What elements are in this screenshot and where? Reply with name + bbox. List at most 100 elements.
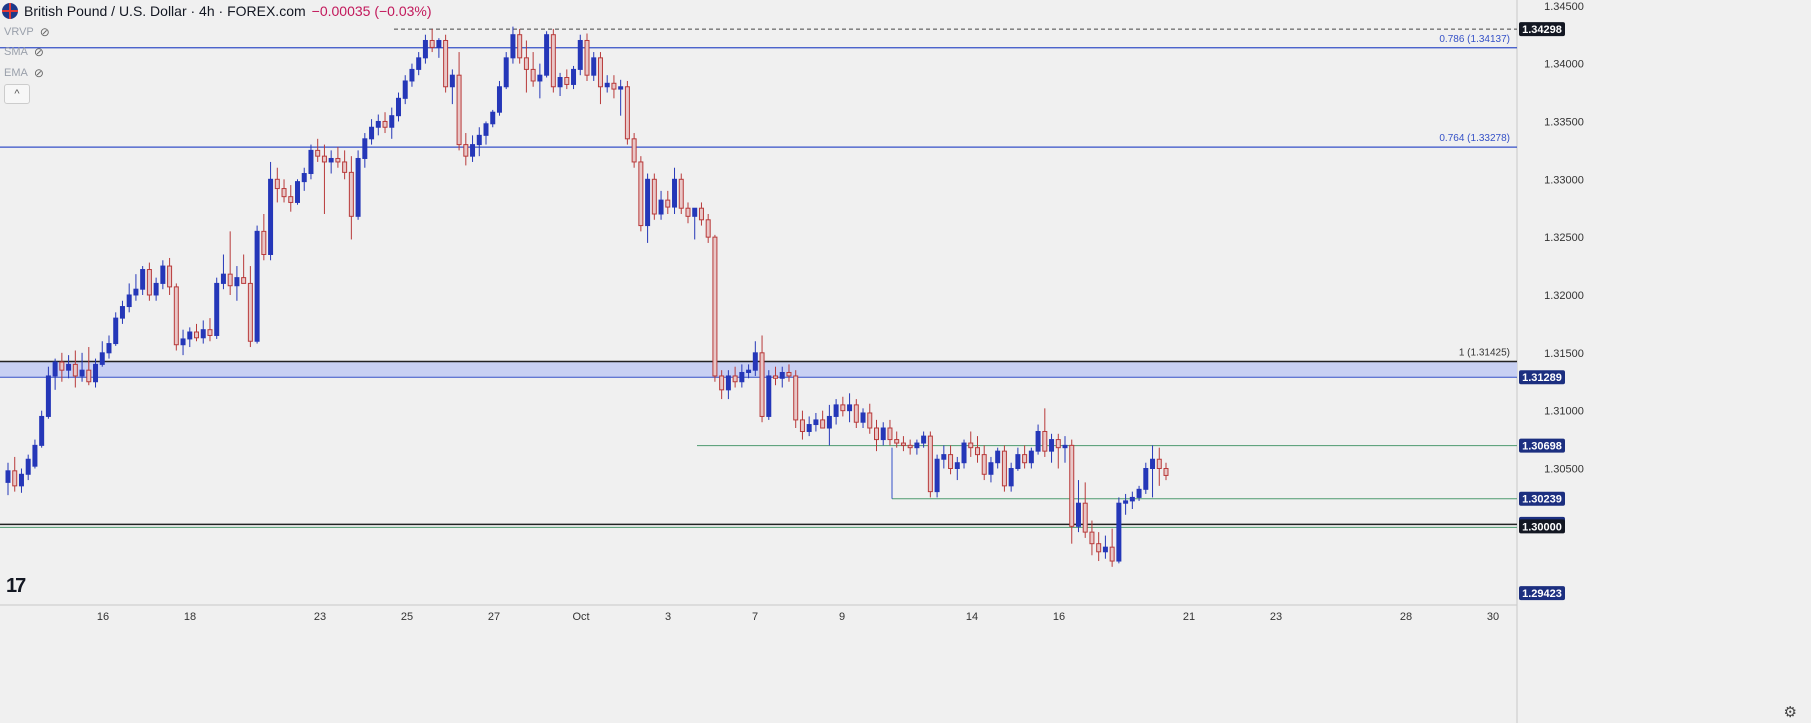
candle [860, 408, 866, 429]
candle [1075, 480, 1081, 533]
candle-body [537, 74, 543, 82]
candle-body [705, 219, 711, 238]
candle-body [355, 157, 361, 217]
candle-body [375, 120, 381, 128]
candle-body [153, 282, 159, 296]
y-tick-label: 1.32500 [1544, 232, 1584, 244]
candle-body [894, 439, 900, 444]
candle [146, 262, 152, 301]
collapse-indicators-button[interactable]: ^ [4, 84, 30, 104]
candle-body [678, 178, 684, 209]
support-zone [0, 361, 1517, 378]
candle-body [820, 419, 826, 429]
candle-body [1156, 458, 1162, 469]
tradingview-logo[interactable]: 17 [6, 575, 26, 597]
candle [416, 52, 422, 76]
price-tag-bg [1519, 370, 1565, 385]
y-tick-label: 1.32000 [1544, 290, 1584, 302]
candle-body [220, 273, 226, 284]
candle-body [12, 470, 18, 487]
candle-body [227, 273, 233, 287]
candle [1008, 462, 1014, 492]
candle-body [194, 331, 200, 339]
candle [355, 150, 361, 220]
candle-body [113, 317, 119, 345]
candle [362, 133, 368, 168]
candle [537, 63, 543, 99]
candle-body [1116, 502, 1122, 562]
candle-body [456, 74, 462, 146]
candle [503, 52, 509, 90]
candle [200, 320, 206, 344]
candle [1143, 462, 1149, 494]
candle-body [1096, 543, 1102, 553]
gear-icon[interactable]: ⚙ [1783, 704, 1797, 721]
candle [584, 33, 590, 81]
candle-body [900, 442, 906, 446]
candle [806, 416, 812, 437]
price-change: −0.00035 (−0.03%) [311, 3, 432, 19]
candle-body [591, 57, 597, 76]
candle [187, 327, 193, 348]
candle [1156, 447, 1162, 486]
candle-body [550, 34, 556, 88]
candle-body [335, 157, 341, 163]
price-tag-bg [1519, 438, 1565, 453]
eye-slash-icon[interactable]: ⊘ [39, 25, 50, 39]
candle-body [173, 286, 179, 346]
symbol-header[interactable]: British Pound / U.S. Dollar · 4h · FOREX… [0, 0, 432, 22]
candle-body [321, 155, 327, 163]
y-tick-label: 1.33500 [1544, 116, 1584, 128]
candle-body [840, 404, 846, 412]
candle [72, 350, 78, 388]
candle-body [362, 138, 368, 159]
indicator-sma[interactable]: SMA ⊘ [4, 45, 44, 59]
x-tick-label: 18 [184, 611, 196, 623]
candle-body [463, 144, 469, 157]
candle [779, 366, 785, 388]
candle [813, 412, 819, 432]
candle [597, 52, 603, 105]
candle-body [604, 82, 610, 88]
candle-body [799, 419, 805, 432]
candle [241, 254, 247, 284]
x-tick-label: 16 [1053, 611, 1065, 623]
eye-slash-icon[interactable]: ⊘ [33, 66, 44, 80]
candle-body [719, 375, 725, 391]
candle [1096, 532, 1102, 562]
candle [1102, 535, 1108, 559]
candle [954, 456, 960, 481]
candle [342, 150, 348, 180]
candle [328, 150, 334, 174]
candle [93, 358, 99, 388]
candle-body [658, 199, 664, 215]
candle-body [342, 161, 348, 173]
candle-body [496, 86, 502, 113]
x-tick-label: 27 [488, 611, 500, 623]
candle [927, 431, 933, 498]
candle-body [1062, 444, 1068, 449]
price-tag-label: 1.29423 [1522, 588, 1562, 600]
candle-body [1035, 430, 1041, 452]
candle-body [880, 427, 886, 441]
candle [45, 366, 51, 419]
candle [739, 364, 745, 388]
candle-body [274, 178, 280, 190]
candle [382, 112, 388, 134]
indicator-ema[interactable]: EMA ⊘ [4, 66, 44, 80]
candle-body [207, 329, 213, 336]
candle [1116, 497, 1122, 564]
candle [948, 445, 954, 475]
eye-slash-icon[interactable]: ⊘ [33, 45, 44, 59]
candle [483, 121, 489, 145]
candle-body [5, 470, 11, 483]
candle [99, 341, 105, 367]
candle-body [732, 375, 738, 383]
candle [773, 366, 779, 386]
candle-body [160, 265, 166, 284]
indicator-vrvp[interactable]: VRVP ⊘ [4, 25, 50, 39]
candle-body [1055, 439, 1061, 449]
candle-body [1022, 454, 1028, 464]
y-tick-label: 1.33000 [1544, 174, 1584, 186]
